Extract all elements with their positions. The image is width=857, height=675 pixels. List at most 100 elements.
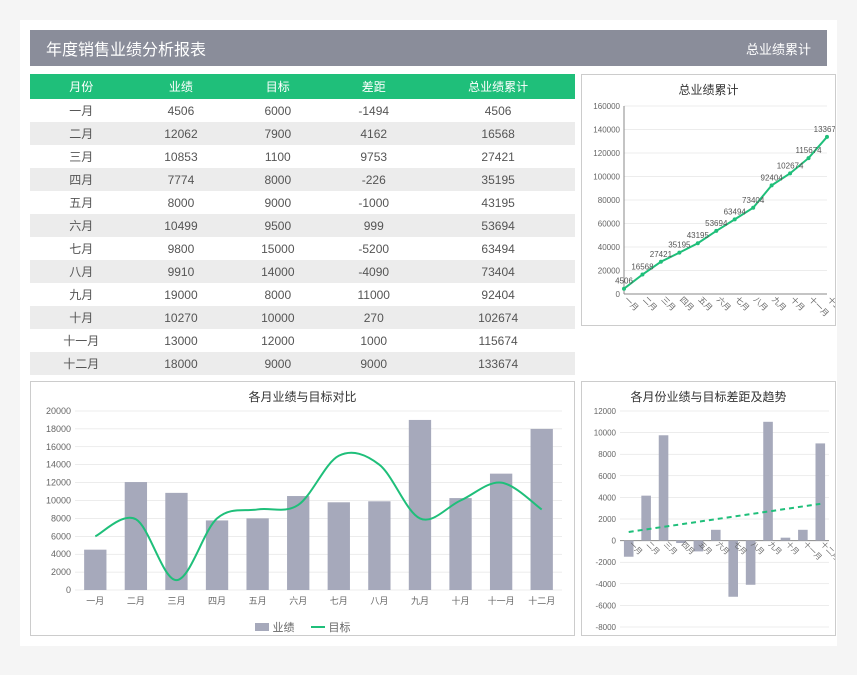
- table-cell: 4506: [133, 99, 230, 122]
- table-cell: 15000: [229, 237, 326, 260]
- table-cell: 8000: [229, 283, 326, 306]
- svg-text:10000: 10000: [594, 429, 617, 438]
- svg-text:七月: 七月: [330, 596, 348, 606]
- table-cell: 7900: [229, 122, 326, 145]
- table-cell: 6000: [229, 99, 326, 122]
- svg-text:四月: 四月: [208, 596, 226, 606]
- svg-text:八月: 八月: [370, 596, 388, 606]
- table-cell: 27421: [421, 145, 575, 168]
- dashboard: 年度销售业绩分析报表 总业绩累计 月份业绩目标差距总业绩累计 一月4506600…: [20, 20, 837, 646]
- compare-legend: 业绩 目标: [31, 617, 574, 641]
- table-row: 一月45066000-14944506: [30, 99, 575, 122]
- svg-text:三月: 三月: [167, 596, 185, 606]
- svg-text:0: 0: [616, 290, 621, 299]
- table-cell: 三月: [30, 145, 133, 168]
- table-cell: 14000: [229, 260, 326, 283]
- table-row: 三月108531100975327421: [30, 145, 575, 168]
- svg-text:8000: 8000: [51, 513, 71, 523]
- svg-text:120000: 120000: [593, 149, 620, 158]
- table-cell: 13000: [133, 329, 230, 352]
- table-cell: 十二月: [30, 352, 133, 375]
- svg-text:-2000: -2000: [596, 558, 617, 567]
- table-cell: 八月: [30, 260, 133, 283]
- table-cell: 35195: [421, 168, 575, 191]
- table-cell: 4506: [421, 99, 575, 122]
- gap-chart-svg: -8000-6000-4000-200002000400060008000100…: [582, 407, 835, 637]
- table-cell: 一月: [30, 99, 133, 122]
- svg-text:20000: 20000: [46, 407, 71, 416]
- table-cell: 19000: [133, 283, 230, 306]
- table-cell: 16568: [421, 122, 575, 145]
- header-right-label: 总业绩累计: [746, 39, 811, 58]
- table-header-cell: 总业绩累计: [421, 74, 575, 99]
- table-row: 四月77748000-22635195: [30, 168, 575, 191]
- svg-text:五月: 五月: [697, 540, 714, 557]
- svg-text:九月: 九月: [770, 295, 788, 313]
- svg-text:十月: 十月: [452, 595, 470, 606]
- svg-text:8000: 8000: [598, 450, 616, 459]
- table-row: 二月120627900416216568: [30, 122, 575, 145]
- svg-text:73404: 73404: [742, 196, 765, 205]
- table-cell: 92404: [421, 283, 575, 306]
- legend-bar-label: 业绩: [273, 619, 295, 635]
- header-bar: 年度销售业绩分析报表 总业绩累计: [30, 30, 827, 66]
- table-cell: 四月: [30, 168, 133, 191]
- table-cell: 115674: [421, 329, 575, 352]
- table-cell: 11000: [326, 283, 421, 306]
- svg-text:九月: 九月: [411, 596, 429, 606]
- svg-text:14000: 14000: [46, 460, 71, 470]
- svg-text:140000: 140000: [593, 126, 620, 135]
- svg-text:五月: 五月: [249, 596, 267, 606]
- svg-text:四月: 四月: [678, 295, 696, 313]
- svg-text:4000: 4000: [51, 549, 71, 559]
- svg-text:十一月: 十一月: [801, 539, 824, 562]
- svg-text:二月: 二月: [645, 540, 662, 557]
- svg-text:十月: 十月: [789, 294, 807, 312]
- svg-text:九月: 九月: [767, 540, 784, 557]
- table-cell: 9800: [133, 237, 230, 260]
- table-cell: 十一月: [30, 329, 133, 352]
- svg-text:2000: 2000: [598, 515, 616, 524]
- table-cell: 102674: [421, 306, 575, 329]
- compare-chart-svg: 0200040006000800010000120001400016000180…: [31, 407, 574, 612]
- svg-text:80000: 80000: [598, 196, 621, 205]
- cumulative-chart-svg: 0200004000060000800001000001200001400001…: [582, 100, 835, 328]
- table-cell: 43195: [421, 191, 575, 214]
- sales-table: 月份业绩目标差距总业绩累计 一月45066000-14944506二月12062…: [30, 74, 575, 375]
- table-cell: 七月: [30, 237, 133, 260]
- table-cell: 10270: [133, 306, 230, 329]
- gap-chart: 各月份业绩与目标差距及趋势 -8000-6000-4000-2000020004…: [581, 381, 836, 636]
- table-cell: 10853: [133, 145, 230, 168]
- table-cell: -226: [326, 168, 421, 191]
- svg-text:六月: 六月: [289, 595, 307, 606]
- table-cell: 1100: [229, 145, 326, 168]
- svg-text:4000: 4000: [598, 493, 616, 502]
- table-panel: 月份业绩目标差距总业绩累计 一月45066000-14944506二月12062…: [30, 74, 575, 375]
- svg-text:63494: 63494: [724, 207, 747, 216]
- svg-text:十月: 十月: [784, 539, 802, 557]
- compare-chart-title: 各月业绩与目标对比: [31, 382, 574, 407]
- svg-text:五月: 五月: [696, 295, 714, 313]
- svg-text:一月: 一月: [86, 596, 104, 606]
- table-header-cell: 月份: [30, 74, 133, 99]
- svg-text:0: 0: [66, 585, 71, 595]
- table-cell: 9000: [326, 352, 421, 375]
- legend-line-label: 目标: [329, 619, 351, 635]
- table-cell: 1000: [326, 329, 421, 352]
- svg-text:-4000: -4000: [596, 580, 617, 589]
- table-cell: 7774: [133, 168, 230, 191]
- table-cell: 18000: [133, 352, 230, 375]
- table-cell: -1000: [326, 191, 421, 214]
- table-row: 十一月13000120001000115674: [30, 329, 575, 352]
- svg-text:133674: 133674: [814, 125, 835, 134]
- table-row: 九月1900080001100092404: [30, 283, 575, 306]
- table-cell: 12000: [229, 329, 326, 352]
- table-cell: 五月: [30, 191, 133, 214]
- table-cell: -1494: [326, 99, 421, 122]
- svg-text:2000: 2000: [51, 567, 71, 577]
- cumulative-chart-title: 总业绩累计: [582, 75, 835, 100]
- table-row: 五月80009000-100043195: [30, 191, 575, 214]
- svg-text:53694: 53694: [705, 219, 728, 228]
- svg-text:七月: 七月: [733, 295, 751, 313]
- svg-text:16000: 16000: [46, 442, 71, 452]
